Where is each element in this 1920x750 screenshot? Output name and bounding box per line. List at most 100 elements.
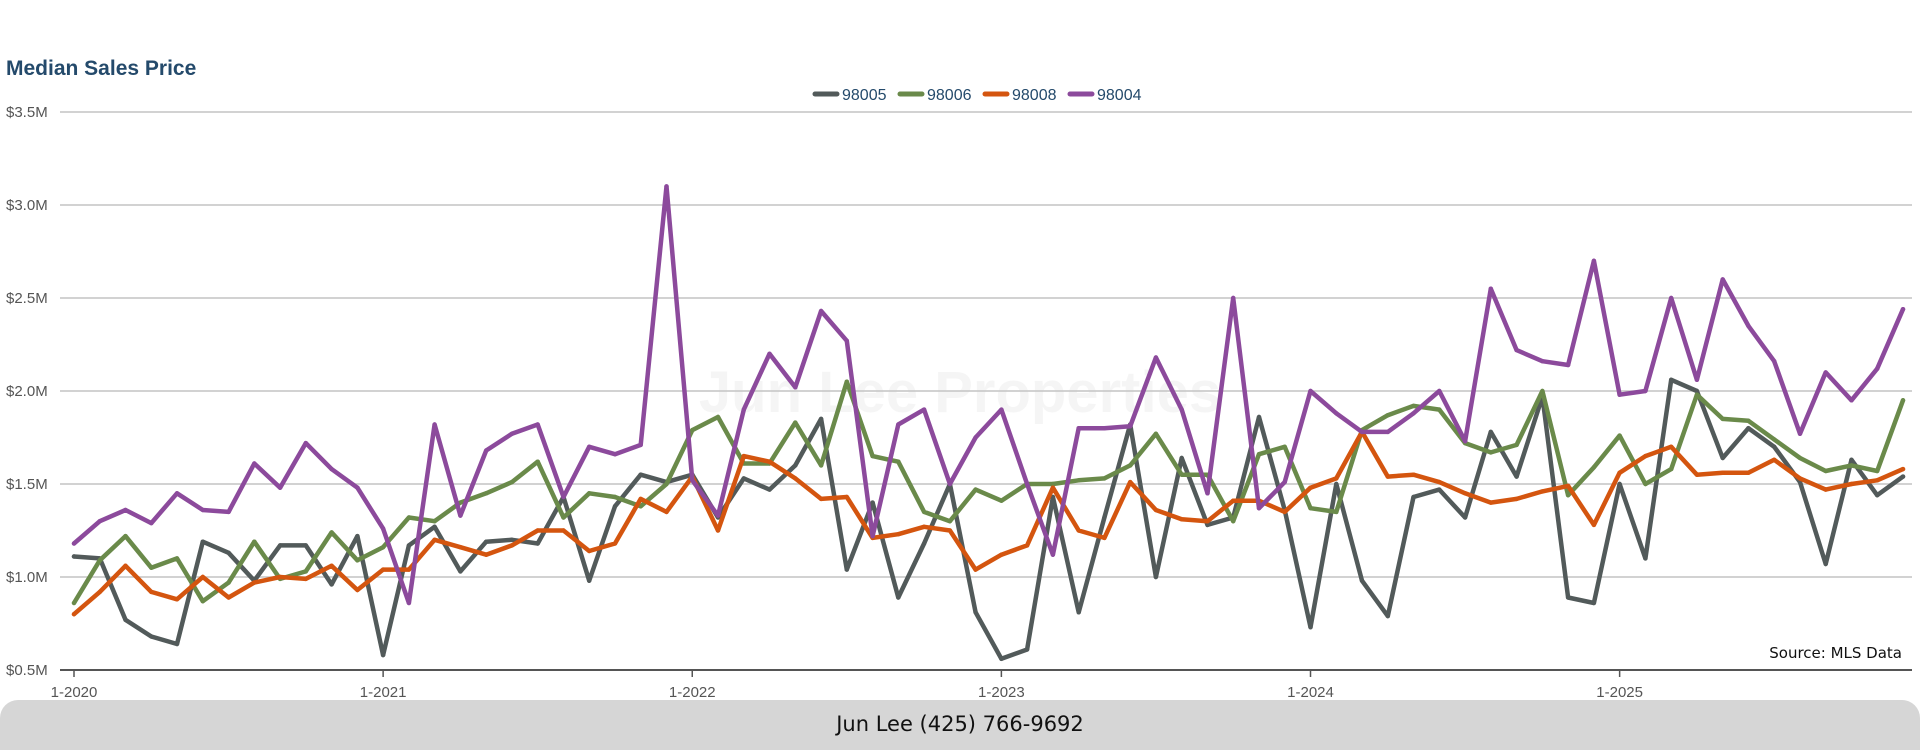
data-point-98008	[174, 597, 180, 602]
data-point-98006	[1308, 506, 1313, 511]
data-point-98008	[1694, 472, 1700, 477]
data-point-98005	[1823, 561, 1828, 567]
data-point-98006	[1694, 392, 1700, 397]
data-point-98006	[329, 530, 334, 535]
data-point-98006	[535, 459, 540, 464]
data-point-98004	[1282, 479, 1287, 485]
data-point-98006	[1102, 476, 1107, 481]
data-point-98005	[200, 539, 205, 544]
data-point-98008	[1823, 487, 1828, 492]
data-point-98006	[1282, 444, 1287, 449]
data-point-98006	[1720, 416, 1725, 422]
series-98004	[71, 184, 1906, 606]
data-point-98005	[1359, 578, 1365, 583]
data-point-98006	[664, 481, 669, 487]
series-98008	[71, 429, 1906, 617]
data-point-98005	[638, 472, 643, 477]
data-point-98004	[71, 541, 77, 546]
data-point-98008	[561, 528, 566, 533]
data-point-98005	[1643, 556, 1648, 561]
data-point-98005	[174, 641, 180, 647]
data-point-98008	[1334, 476, 1339, 481]
data-point-98004	[123, 507, 128, 513]
data-point-98004	[793, 385, 798, 390]
legend-item-98004[interactable]: 98004	[1067, 87, 1142, 104]
data-point-98004	[638, 442, 643, 448]
data-point-98004	[1772, 359, 1777, 364]
data-point-98004	[896, 422, 901, 427]
data-point-98008	[509, 543, 515, 548]
legend: 98005 98006 98008 98004	[812, 87, 1142, 104]
series-lines	[71, 184, 1906, 662]
data-point-98008	[484, 552, 489, 557]
data-point-98005	[1385, 613, 1391, 619]
agent-contact: Jun Lee (425) 766-9692	[836, 712, 1084, 736]
data-point-98005	[1050, 494, 1056, 500]
data-point-98006	[1076, 478, 1081, 483]
data-point-98008	[999, 552, 1004, 557]
data-point-98004	[1617, 392, 1622, 397]
data-point-98008	[1076, 528, 1081, 533]
data-point-98008	[947, 528, 953, 533]
data-point-98008	[1591, 522, 1597, 528]
data-point-98005	[1205, 522, 1210, 528]
data-point-98008	[303, 576, 308, 582]
data-point-98008	[1643, 453, 1648, 459]
data-point-98005	[1076, 610, 1081, 615]
data-point-98008	[921, 524, 927, 529]
data-point-98004	[97, 519, 103, 524]
data-point-98008	[380, 567, 386, 572]
data-point-98008	[818, 496, 824, 502]
data-point-98008	[1128, 479, 1133, 485]
legend-item-98005[interactable]: 98005	[812, 87, 887, 104]
data-point-98004	[1462, 439, 1468, 444]
data-point-98004	[277, 485, 283, 490]
data-point-98005	[767, 487, 772, 492]
data-point-98004	[1179, 407, 1184, 412]
data-point-98006	[226, 580, 231, 585]
data-point-98008	[1720, 470, 1725, 475]
data-point-98005	[587, 578, 592, 583]
data-point-98008	[1617, 470, 1622, 475]
data-point-98004	[1076, 426, 1081, 431]
data-point-98005	[1746, 426, 1751, 431]
data-point-98004	[1746, 323, 1751, 329]
data-point-98005	[484, 539, 489, 544]
data-point-98006	[1514, 442, 1519, 448]
series-98005	[71, 377, 1906, 662]
data-point-98005	[921, 541, 927, 546]
legend-item-98006[interactable]: 98006	[897, 87, 972, 104]
data-point-98004	[921, 407, 927, 412]
data-point-98008	[1308, 485, 1313, 490]
data-point-98008	[123, 563, 128, 568]
data-point-98004	[174, 491, 180, 496]
data-point-98006	[1591, 465, 1597, 470]
data-point-98004	[1128, 424, 1133, 429]
data-point-98004	[1231, 295, 1236, 301]
data-point-98004	[1849, 398, 1854, 403]
data-point-98006	[1128, 463, 1133, 468]
data-point-98008	[406, 567, 412, 572]
data-point-98006	[380, 545, 386, 550]
data-point-98008	[1900, 466, 1906, 472]
data-point-98008	[793, 476, 798, 481]
data-point-98005	[1565, 595, 1571, 600]
data-point-98005	[973, 610, 978, 615]
data-point-98005	[277, 543, 283, 548]
data-point-98008	[1411, 472, 1416, 477]
x-tick-label: 1-2020	[51, 684, 98, 701]
data-point-98008	[97, 589, 103, 595]
data-point-98006	[174, 556, 180, 561]
data-point-98004	[947, 481, 953, 487]
data-point-98006	[1231, 519, 1236, 524]
data-point-98004	[587, 444, 592, 449]
source-note: Source: MLS Data	[1769, 644, 1902, 662]
data-point-98004	[252, 461, 257, 466]
data-point-98005	[1488, 429, 1494, 435]
y-tick-label: $1.5M	[6, 476, 48, 493]
data-point-98006	[1875, 468, 1880, 474]
data-point-98005	[1437, 487, 1442, 492]
data-point-98004	[149, 520, 154, 526]
legend-item-98008[interactable]: 98008	[982, 87, 1057, 104]
data-point-98005	[1900, 474, 1906, 479]
